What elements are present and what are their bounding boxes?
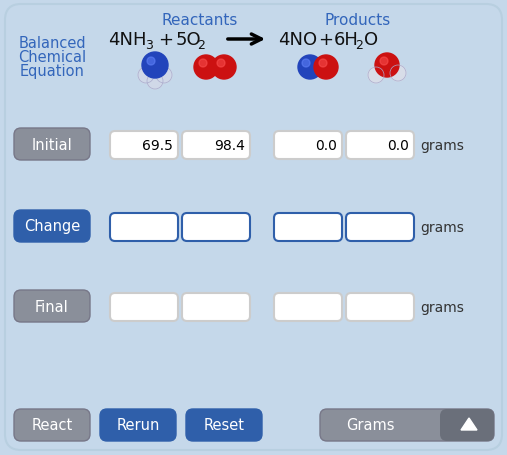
FancyBboxPatch shape (14, 409, 90, 441)
Circle shape (147, 74, 163, 90)
Circle shape (319, 60, 327, 68)
Text: 69.5: 69.5 (142, 139, 173, 153)
FancyBboxPatch shape (274, 293, 342, 321)
Text: grams: grams (420, 221, 464, 234)
Text: Equation: Equation (20, 63, 85, 78)
FancyBboxPatch shape (182, 293, 250, 321)
Circle shape (302, 60, 310, 68)
Circle shape (390, 66, 406, 82)
FancyBboxPatch shape (14, 129, 90, 161)
Text: Rerun: Rerun (116, 418, 160, 433)
Text: 4NO: 4NO (278, 31, 317, 49)
Text: React: React (31, 418, 73, 433)
Circle shape (194, 56, 218, 80)
FancyBboxPatch shape (14, 211, 90, 243)
Text: Initial: Initial (31, 137, 73, 152)
Text: 6H: 6H (334, 31, 359, 49)
Circle shape (298, 56, 322, 80)
Text: Grams: Grams (346, 418, 394, 433)
Text: grams: grams (420, 300, 464, 314)
Text: 5O: 5O (176, 31, 202, 49)
FancyBboxPatch shape (346, 131, 414, 160)
Circle shape (199, 60, 207, 68)
Text: 4NH: 4NH (108, 31, 147, 49)
FancyBboxPatch shape (274, 131, 342, 160)
FancyBboxPatch shape (14, 290, 90, 322)
Text: Final: Final (35, 299, 69, 314)
Text: 98.4: 98.4 (214, 139, 245, 153)
FancyBboxPatch shape (110, 131, 178, 160)
FancyBboxPatch shape (346, 213, 414, 242)
Text: Change: Change (24, 219, 80, 234)
Circle shape (138, 68, 154, 84)
Text: Products: Products (325, 12, 391, 27)
Text: 0.0: 0.0 (315, 139, 337, 153)
Polygon shape (461, 418, 477, 430)
FancyBboxPatch shape (110, 213, 178, 242)
FancyBboxPatch shape (346, 293, 414, 321)
FancyBboxPatch shape (110, 293, 178, 321)
FancyBboxPatch shape (5, 5, 502, 450)
Circle shape (156, 68, 172, 84)
Text: 2: 2 (197, 38, 205, 51)
Text: grams: grams (420, 139, 464, 153)
Text: Balanced: Balanced (18, 35, 86, 51)
Circle shape (217, 60, 225, 68)
Circle shape (142, 53, 168, 79)
Circle shape (314, 56, 338, 80)
Circle shape (212, 56, 236, 80)
Circle shape (368, 68, 384, 84)
Circle shape (147, 58, 155, 66)
Text: Chemical: Chemical (18, 50, 86, 64)
Text: 0.0: 0.0 (387, 139, 409, 153)
FancyBboxPatch shape (186, 409, 262, 441)
Text: Reactants: Reactants (162, 12, 238, 27)
Text: O: O (364, 31, 378, 49)
FancyBboxPatch shape (440, 409, 494, 441)
Circle shape (380, 58, 388, 66)
FancyBboxPatch shape (100, 409, 176, 441)
Circle shape (375, 54, 399, 78)
FancyBboxPatch shape (320, 409, 494, 441)
Text: 2: 2 (355, 38, 363, 51)
FancyBboxPatch shape (274, 213, 342, 242)
FancyBboxPatch shape (182, 213, 250, 242)
Text: +: + (158, 31, 173, 49)
Text: 3: 3 (145, 38, 153, 51)
Text: +: + (318, 31, 333, 49)
Text: Reset: Reset (203, 418, 244, 433)
FancyBboxPatch shape (182, 131, 250, 160)
